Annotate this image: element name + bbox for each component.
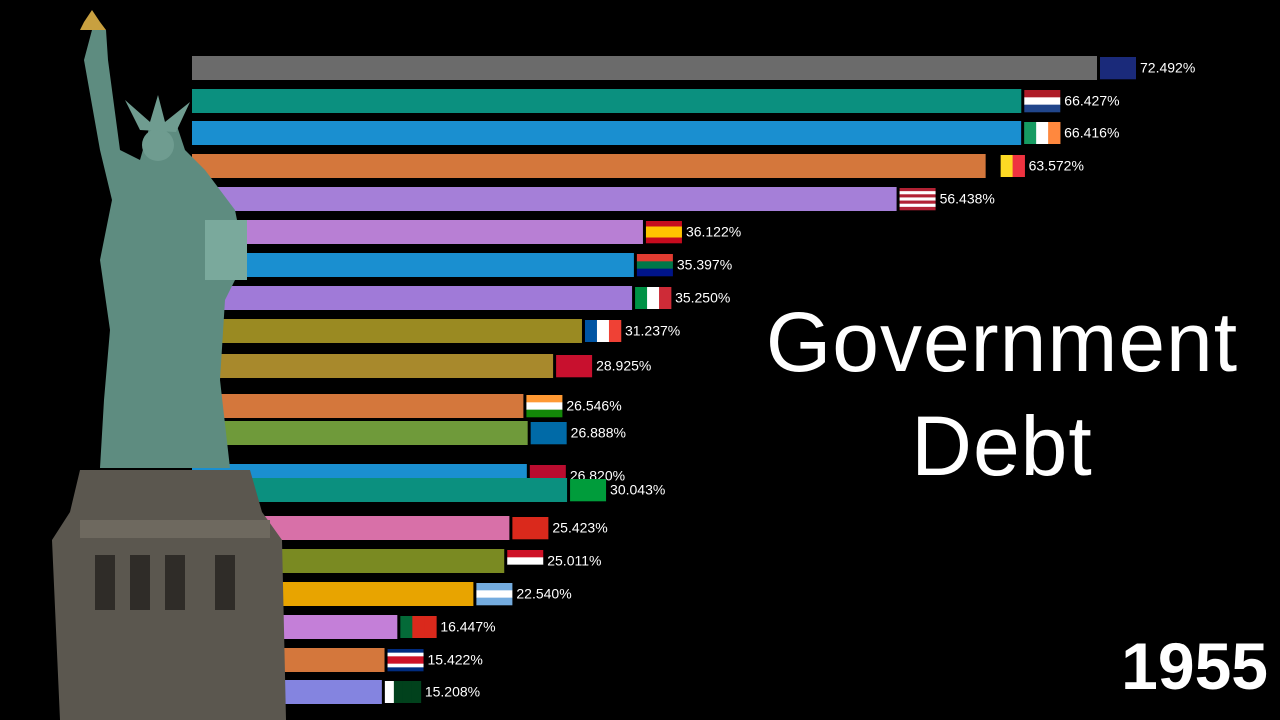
- value-label: 72.492%: [1140, 60, 1195, 76]
- value-label: 30.043%: [610, 482, 665, 498]
- flag-stripe: [899, 194, 936, 198]
- value-label: 35.397%: [677, 257, 732, 273]
- flag-stripe: [387, 667, 424, 672]
- flag-stripe: [899, 197, 936, 201]
- flag-stripe: [526, 402, 563, 410]
- flag-stripe: [1024, 104, 1061, 113]
- flag-stripe: [636, 261, 673, 269]
- flag-stripe: [608, 320, 622, 342]
- value-label: 26.888%: [571, 425, 626, 441]
- bar: [192, 286, 633, 310]
- value-label: 28.925%: [596, 358, 651, 374]
- bar: [192, 319, 582, 343]
- value-label: 22.540%: [516, 586, 571, 602]
- flag-stripe: [476, 590, 513, 598]
- flag-stripe: [387, 663, 424, 668]
- flag-stripe: [387, 652, 424, 657]
- flag-stripe: [899, 188, 936, 192]
- flag-stripe: [507, 557, 544, 565]
- flag-stripe: [899, 203, 936, 208]
- value-label: 66.427%: [1064, 93, 1119, 109]
- flag-stripe: [645, 232, 682, 238]
- value-label: 36.122%: [686, 224, 741, 240]
- bar: [192, 220, 643, 244]
- flag-stripe: [1024, 97, 1061, 105]
- statue-of-liberty: [52, 10, 286, 720]
- flag-stripe: [1024, 122, 1037, 144]
- flag-stripe: [530, 422, 567, 445]
- year-label: 1955: [1121, 629, 1268, 703]
- flag-stripe: [526, 395, 563, 403]
- flag-stripe: [647, 287, 660, 309]
- flag-stripe: [476, 597, 513, 606]
- bar: [192, 187, 897, 211]
- bar: [192, 121, 1022, 145]
- bars: 72.492% 66.427% 66.416% 63.572% 56.438% 36.12…: [192, 56, 1195, 704]
- value-label: 25.423%: [552, 520, 607, 536]
- flag-stripe: [411, 681, 422, 703]
- bar: [192, 421, 528, 445]
- flag-stripe: [400, 616, 413, 638]
- value-label: 25.011%: [547, 553, 601, 569]
- flag-stripe: [1024, 90, 1061, 98]
- flag-stripe: [412, 616, 425, 638]
- value-label: 26.546%: [566, 398, 621, 414]
- flag-stripe: [645, 226, 682, 233]
- bar: [192, 154, 986, 178]
- flag-stripe: [384, 681, 395, 703]
- flag-stripe: [507, 550, 544, 558]
- flag-stripe: [387, 660, 424, 664]
- value-label: 63.572%: [1029, 158, 1084, 174]
- value-label: 15.208%: [425, 684, 480, 700]
- flag-stripe: [570, 479, 607, 502]
- flag-stripe: [899, 206, 936, 211]
- flag-stripe: [1012, 155, 1025, 177]
- bar: [192, 253, 634, 277]
- flag-stripe: [636, 254, 673, 262]
- value-label: 15.422%: [428, 652, 483, 668]
- value-label: 66.416%: [1064, 125, 1119, 141]
- flag-stripe: [526, 409, 563, 418]
- flag-stripe: [387, 656, 424, 661]
- bar: [192, 56, 1097, 80]
- flag-stripe: [1048, 122, 1061, 144]
- flag-stripe: [1100, 57, 1136, 80]
- flag-stripe: [645, 237, 682, 244]
- flag-stripe: [988, 155, 1001, 177]
- flag-stripe: [636, 268, 673, 277]
- flag-stripe: [512, 517, 549, 540]
- chart-title: Government Debt: [765, 295, 1239, 493]
- value-label: 16.447%: [440, 619, 495, 635]
- bar: [192, 89, 1022, 113]
- flag-stripe: [1036, 122, 1049, 144]
- flag-stripe: [596, 320, 610, 342]
- flag-stripe: [387, 649, 424, 653]
- value-label: 35.250%: [675, 290, 730, 306]
- flag-stripe: [402, 681, 413, 703]
- flag-stripe: [659, 287, 672, 309]
- flag-stripe: [507, 564, 544, 573]
- bar: [192, 394, 524, 418]
- flag-stripe: [584, 320, 598, 342]
- bar: [192, 354, 554, 378]
- flag-stripe: [424, 616, 437, 638]
- flag-stripe: [645, 221, 682, 227]
- flag-stripe: [1000, 155, 1013, 177]
- flag-stripe: [556, 355, 593, 378]
- flag-stripe: [899, 200, 936, 205]
- flag-stripe: [635, 287, 648, 309]
- value-label: 31.237%: [625, 323, 680, 339]
- flag-stripe: [393, 681, 404, 703]
- flag-stripe: [899, 191, 936, 195]
- value-label: 56.438%: [940, 191, 995, 207]
- flag-stripe: [476, 583, 513, 591]
